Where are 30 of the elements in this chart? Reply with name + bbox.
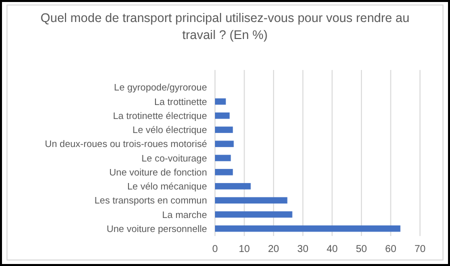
y-tick-label: La trotinette électrique	[112, 110, 207, 122]
y-tick-label: Les transports en commun	[94, 196, 207, 207]
x-tick-label: 0	[212, 244, 218, 255]
y-tick-label: Le vélo mécanique	[127, 182, 207, 193]
bar	[215, 183, 251, 190]
y-tick-label: La trottinette	[154, 96, 207, 108]
bar	[215, 197, 288, 204]
bar	[215, 154, 231, 162]
x-tick-label: 20	[268, 244, 280, 255]
x-tick-label: 30	[297, 244, 309, 255]
bar	[215, 225, 400, 232]
bar	[215, 126, 233, 133]
x-tick-label: 70	[414, 244, 426, 255]
y-tick-label: Une voiture personnelle	[106, 224, 207, 235]
x-tick-label: 10	[238, 244, 250, 255]
x-tick-label: 60	[385, 244, 397, 255]
bar	[215, 140, 234, 148]
y-tick-label: Le vélo électrique	[132, 125, 207, 136]
chart-title: Quel mode de transport principal utilisez-vous pour vous rendre au travail ? (En %)	[40, 11, 410, 42]
y-tick-label: Le co-voiturage	[142, 153, 207, 164]
y-tick-label: Le gyropode/gyroroue	[114, 82, 207, 94]
bar	[215, 112, 230, 119]
y-tick-label: Une voiture de fonction	[109, 167, 207, 178]
bar	[215, 98, 226, 105]
bar	[215, 211, 292, 218]
x-tick-label: 50	[356, 244, 368, 255]
x-tick-label: 40	[326, 244, 338, 255]
bar	[215, 168, 233, 176]
y-tick-label: Un deux-roues ou trois-roues motorisé	[44, 139, 207, 150]
y-tick-label: La marche	[162, 210, 207, 221]
